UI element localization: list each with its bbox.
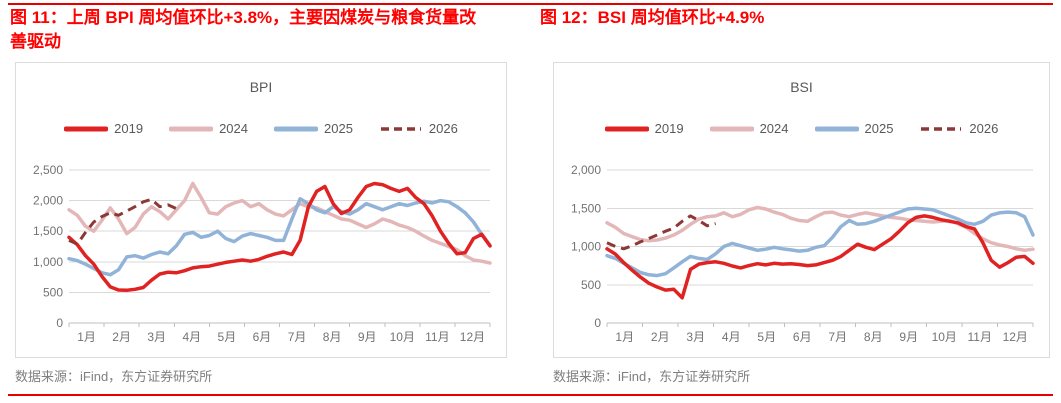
svg-text:11月: 11月 [425, 330, 449, 344]
svg-text:10月: 10月 [932, 330, 957, 344]
legend-swatch-2025 [814, 126, 859, 131]
legend-label-2019: 2019 [654, 121, 684, 136]
bpi-series-2024 [67, 181, 492, 265]
svg-text:4月: 4月 [182, 330, 201, 344]
bpi-chart-title: BPI [249, 79, 273, 95]
bpi-chart-card: BPI 2019 2024 2025 2026 0 500 1,000 1,500 2,000 2,… [15, 62, 507, 358]
bottom-red-rule [8, 394, 1053, 396]
bsi-series-2019 [605, 214, 1035, 300]
figure-12-caption: 图 12：BSI 周均值环比+4.9% [540, 8, 765, 27]
figure-11-caption: 图 11：上周 BPI 周均值环比+3.8%，主要因煤炭与粮食货量改善驱动 [10, 8, 477, 52]
legend-item-2024: 2024 [709, 121, 789, 136]
svg-text:0: 0 [594, 316, 601, 330]
svg-text:1月: 1月 [615, 330, 634, 344]
svg-text:3月: 3月 [686, 330, 705, 344]
svg-text:2月: 2月 [651, 330, 670, 344]
legend-item-2026: 2026 [379, 121, 458, 136]
legend-swatch-2019 [604, 126, 649, 131]
svg-text:500: 500 [581, 278, 601, 292]
svg-text:7月: 7月 [288, 330, 307, 344]
bsi-legend: 2019 2024 2025 2026 [554, 121, 1049, 136]
legend-item-2026: 2026 [919, 121, 998, 136]
legend-item-2019: 2019 [64, 121, 143, 136]
legend-item-2019: 2019 [604, 121, 684, 136]
legend-label-2026: 2026 [969, 121, 999, 136]
legend-label-2025: 2025 [864, 121, 894, 136]
legend-swatch-2026 [921, 126, 962, 131]
bsi-series-2026 [606, 214, 716, 251]
svg-text:500: 500 [43, 285, 63, 299]
bsi-series-2025 [605, 206, 1035, 278]
legend-item-2024: 2024 [169, 121, 248, 136]
legend-swatch-2024 [709, 126, 754, 131]
svg-text:8月: 8月 [323, 330, 342, 344]
bsi-chart-card: BSI 2019 2024 2025 2026 0 500 1,000 1,500 2,000 1月… [553, 62, 1050, 358]
bpi-plot-area: 0 500 1,000 1,500 2,000 2,500 1月 2月 3月 4月 5月 6月 7月 8月… [33, 163, 492, 344]
figure-12-source: 数据来源：iFind，东方证券研究所 [553, 369, 751, 384]
bpi-series-2026 [68, 197, 177, 246]
legend-swatch-2026 [380, 126, 421, 131]
legend-swatch-2019 [64, 126, 109, 131]
bpi-legend: 2019 2024 2025 2026 [16, 121, 506, 136]
svg-text:5月: 5月 [218, 330, 237, 344]
svg-text:12月: 12月 [1003, 330, 1028, 344]
bsi-chart-title: BSI [790, 79, 813, 95]
svg-text:2,000: 2,000 [571, 163, 601, 177]
svg-text:11月: 11月 [968, 330, 992, 344]
svg-text:6月: 6月 [253, 330, 272, 344]
legend-label-2024: 2024 [759, 121, 789, 136]
svg-text:9月: 9月 [899, 330, 918, 344]
top-red-rule [8, 3, 1053, 5]
bpi-series-2019 [67, 181, 492, 293]
svg-text:7月: 7月 [828, 330, 847, 344]
legend-item-2025: 2025 [814, 121, 894, 136]
legend-swatch-2024 [169, 126, 214, 131]
svg-text:6月: 6月 [793, 330, 812, 344]
svg-text:1,000: 1,000 [571, 240, 601, 254]
svg-text:12月: 12月 [460, 330, 485, 344]
legend-label-2024: 2024 [219, 121, 248, 136]
legend-label-2019: 2019 [114, 121, 144, 136]
svg-text:10月: 10月 [390, 330, 415, 344]
svg-text:5月: 5月 [757, 330, 776, 344]
svg-text:1,500: 1,500 [571, 201, 601, 215]
svg-text:1月: 1月 [77, 330, 96, 344]
legend-label-2026: 2026 [428, 121, 458, 136]
legend-item-2025: 2025 [274, 121, 353, 136]
legend-swatch-2025 [274, 126, 318, 131]
svg-text:1,000: 1,000 [33, 255, 63, 269]
svg-text:1,500: 1,500 [33, 224, 63, 238]
svg-text:2月: 2月 [112, 330, 131, 344]
svg-text:9月: 9月 [358, 330, 377, 344]
svg-text:3月: 3月 [147, 330, 166, 344]
svg-text:0: 0 [56, 316, 63, 330]
bsi-plot-area: 0 500 1,000 1,500 2,000 1月 2月 3月 4月 5月 6月 7月 8月 9月 10月… [571, 163, 1035, 344]
legend-label-2025: 2025 [324, 121, 353, 136]
svg-text:8月: 8月 [864, 330, 883, 344]
svg-text:4月: 4月 [722, 330, 741, 344]
svg-text:2,000: 2,000 [33, 194, 63, 208]
svg-text:2,500: 2,500 [33, 163, 63, 177]
figure-11-source: 数据来源：iFind，东方证券研究所 [15, 369, 213, 384]
